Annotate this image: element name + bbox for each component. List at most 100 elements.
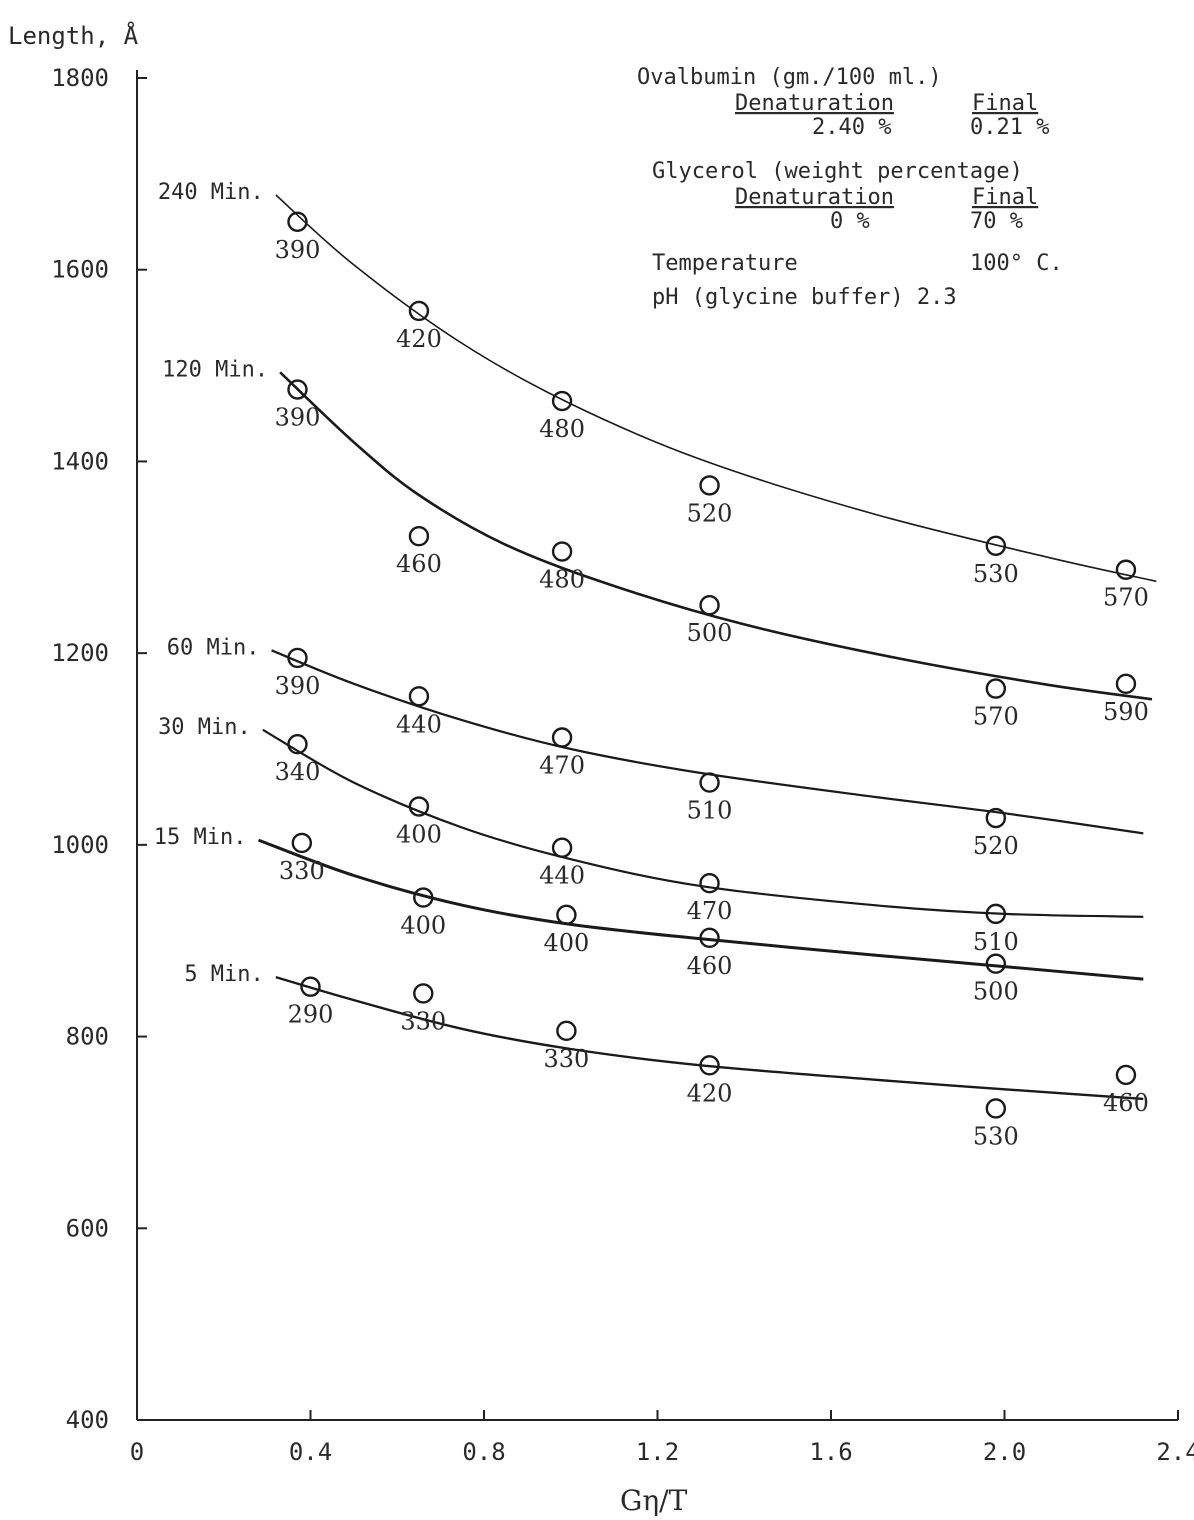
series-label: 120 Min. — [162, 357, 268, 382]
series-label: 30 Min. — [158, 715, 251, 740]
data-point-label: 510 — [973, 928, 1019, 956]
data-point — [408, 796, 430, 817]
data-point-label: 500 — [687, 619, 733, 647]
data-point-label: 390 — [275, 672, 321, 700]
series-label: 60 Min. — [167, 635, 260, 660]
data-point — [413, 887, 434, 908]
data-point — [287, 734, 308, 755]
data-point-label: 510 — [687, 797, 733, 825]
data-point-label: 480 — [539, 566, 585, 594]
data-point — [408, 525, 430, 547]
legend-glycerol-denaturation-value: 0 % — [830, 209, 870, 234]
data-point-label: 330 — [544, 1045, 590, 1073]
data-point — [551, 837, 573, 858]
data-point — [287, 647, 308, 669]
data-point-label: 520 — [687, 499, 733, 527]
data-point — [699, 772, 720, 793]
data-point-label: 390 — [275, 236, 321, 264]
data-point — [413, 983, 434, 1004]
data-point — [985, 1098, 1007, 1119]
legend-ovalbumin-denaturation-value: 2.40 % — [812, 115, 891, 140]
y-tick-label: 600 — [66, 1214, 109, 1242]
legend-ovalbumin: Ovalbumin (gm./100 ml.) — [637, 65, 942, 90]
legend-glycerol-final-header: Final — [972, 185, 1038, 210]
legend-box: Ovalbumin (gm./100 ml.) Denaturation Fin… — [637, 65, 1063, 310]
y-tick-label: 400 — [66, 1406, 109, 1434]
data-point — [291, 832, 313, 854]
data-point-label: 330 — [400, 1007, 446, 1035]
data-point — [699, 873, 720, 894]
legend-glycerol-final-value: 70 % — [970, 209, 1023, 234]
data-point-label: 440 — [396, 710, 442, 738]
data-point-label: 530 — [973, 1122, 1019, 1150]
data-point — [1115, 1064, 1137, 1086]
data-point — [985, 953, 1007, 974]
x-axis-label: Gη/T — [620, 1484, 688, 1517]
data-point — [551, 390, 573, 412]
data-point-label: 570 — [1103, 584, 1149, 612]
axes: 0 0.4 0.8 1.2 1.6 2.0 2.4 400 600 800 1000 1200 1400… — [51, 64, 1194, 1466]
data-point-label: 390 — [275, 404, 321, 432]
data-point — [699, 475, 720, 496]
legend-ovalbumin-denaturation-header: Denaturation — [735, 91, 894, 116]
legend-ovalbumin-final-header: Final — [972, 91, 1038, 116]
series-curve — [262, 728, 1144, 918]
x-tick-label: 2.4 — [1156, 1438, 1194, 1466]
data-point-label: 420 — [687, 1079, 733, 1107]
y-tick-label: 800 — [66, 1023, 109, 1051]
data-point — [287, 211, 308, 232]
y-tick-label: 1200 — [51, 639, 109, 667]
data-point-label: 340 — [275, 758, 321, 786]
series-curve — [275, 194, 1157, 583]
data-point-label: 570 — [973, 703, 1019, 731]
data-point-label: 330 — [279, 857, 325, 885]
y-axis-label: Length, Å — [8, 21, 139, 50]
x-tick-label: 0 — [130, 1438, 144, 1466]
data-point-label: 420 — [396, 325, 442, 353]
data-point-label: 500 — [973, 978, 1019, 1006]
series-curve — [275, 975, 1144, 1101]
data-point-label: 290 — [288, 1001, 334, 1029]
data-point-label: 470 — [687, 897, 733, 925]
legend-ovalbumin-final-value: 0.21 % — [970, 115, 1049, 140]
data-point — [985, 903, 1007, 925]
y-tick-label: 1400 — [51, 447, 109, 475]
series-curve — [271, 649, 1144, 835]
data-point-label: 400 — [400, 912, 446, 940]
x-tick-label: 1.2 — [636, 1438, 679, 1466]
x-tick-label: 0.8 — [462, 1438, 505, 1466]
data-point-label: 440 — [539, 862, 585, 890]
series-label: 240 Min. — [158, 180, 264, 205]
series-curve — [257, 838, 1144, 981]
series-label: 5 Min. — [184, 962, 263, 987]
series-curve — [279, 371, 1153, 701]
curves: 240 Min. 120 Min. 60 Min. 30 Min. 15 Min. 5 M… — [154, 180, 1157, 1101]
y-tick-label: 1600 — [51, 256, 109, 284]
data-point — [699, 927, 720, 949]
data-point-label: 470 — [539, 751, 585, 779]
legend-ph: pH (glycine buffer) 2.3 — [652, 285, 957, 310]
data-point — [1115, 559, 1137, 580]
legend-glycerol-denaturation-header: Denaturation — [735, 185, 894, 210]
data-point-label: 460 — [1103, 1089, 1149, 1117]
data-point-label: 590 — [1103, 698, 1149, 726]
data-point — [551, 727, 573, 748]
data-point — [556, 904, 577, 926]
data-point — [985, 807, 1007, 829]
data-point — [699, 595, 720, 616]
y-tick-label: 1000 — [51, 831, 109, 859]
data-point — [408, 686, 430, 707]
data-point-label: 400 — [544, 929, 590, 957]
legend-temperature-value: 100° C. — [970, 251, 1063, 276]
legend-temperature-label: Temperature — [652, 251, 798, 276]
data-point — [408, 300, 430, 322]
data-point — [699, 1055, 720, 1076]
data-point-label: 480 — [539, 415, 585, 443]
data-point — [300, 976, 321, 997]
data-point — [985, 678, 1007, 699]
x-tick-label: 0.4 — [289, 1438, 332, 1466]
legend-glycerol: Glycerol (weight percentage) — [652, 159, 1023, 184]
x-tick-label: 1.6 — [809, 1438, 852, 1466]
series-label: 15 Min. — [154, 825, 247, 850]
data-point — [1115, 673, 1137, 695]
